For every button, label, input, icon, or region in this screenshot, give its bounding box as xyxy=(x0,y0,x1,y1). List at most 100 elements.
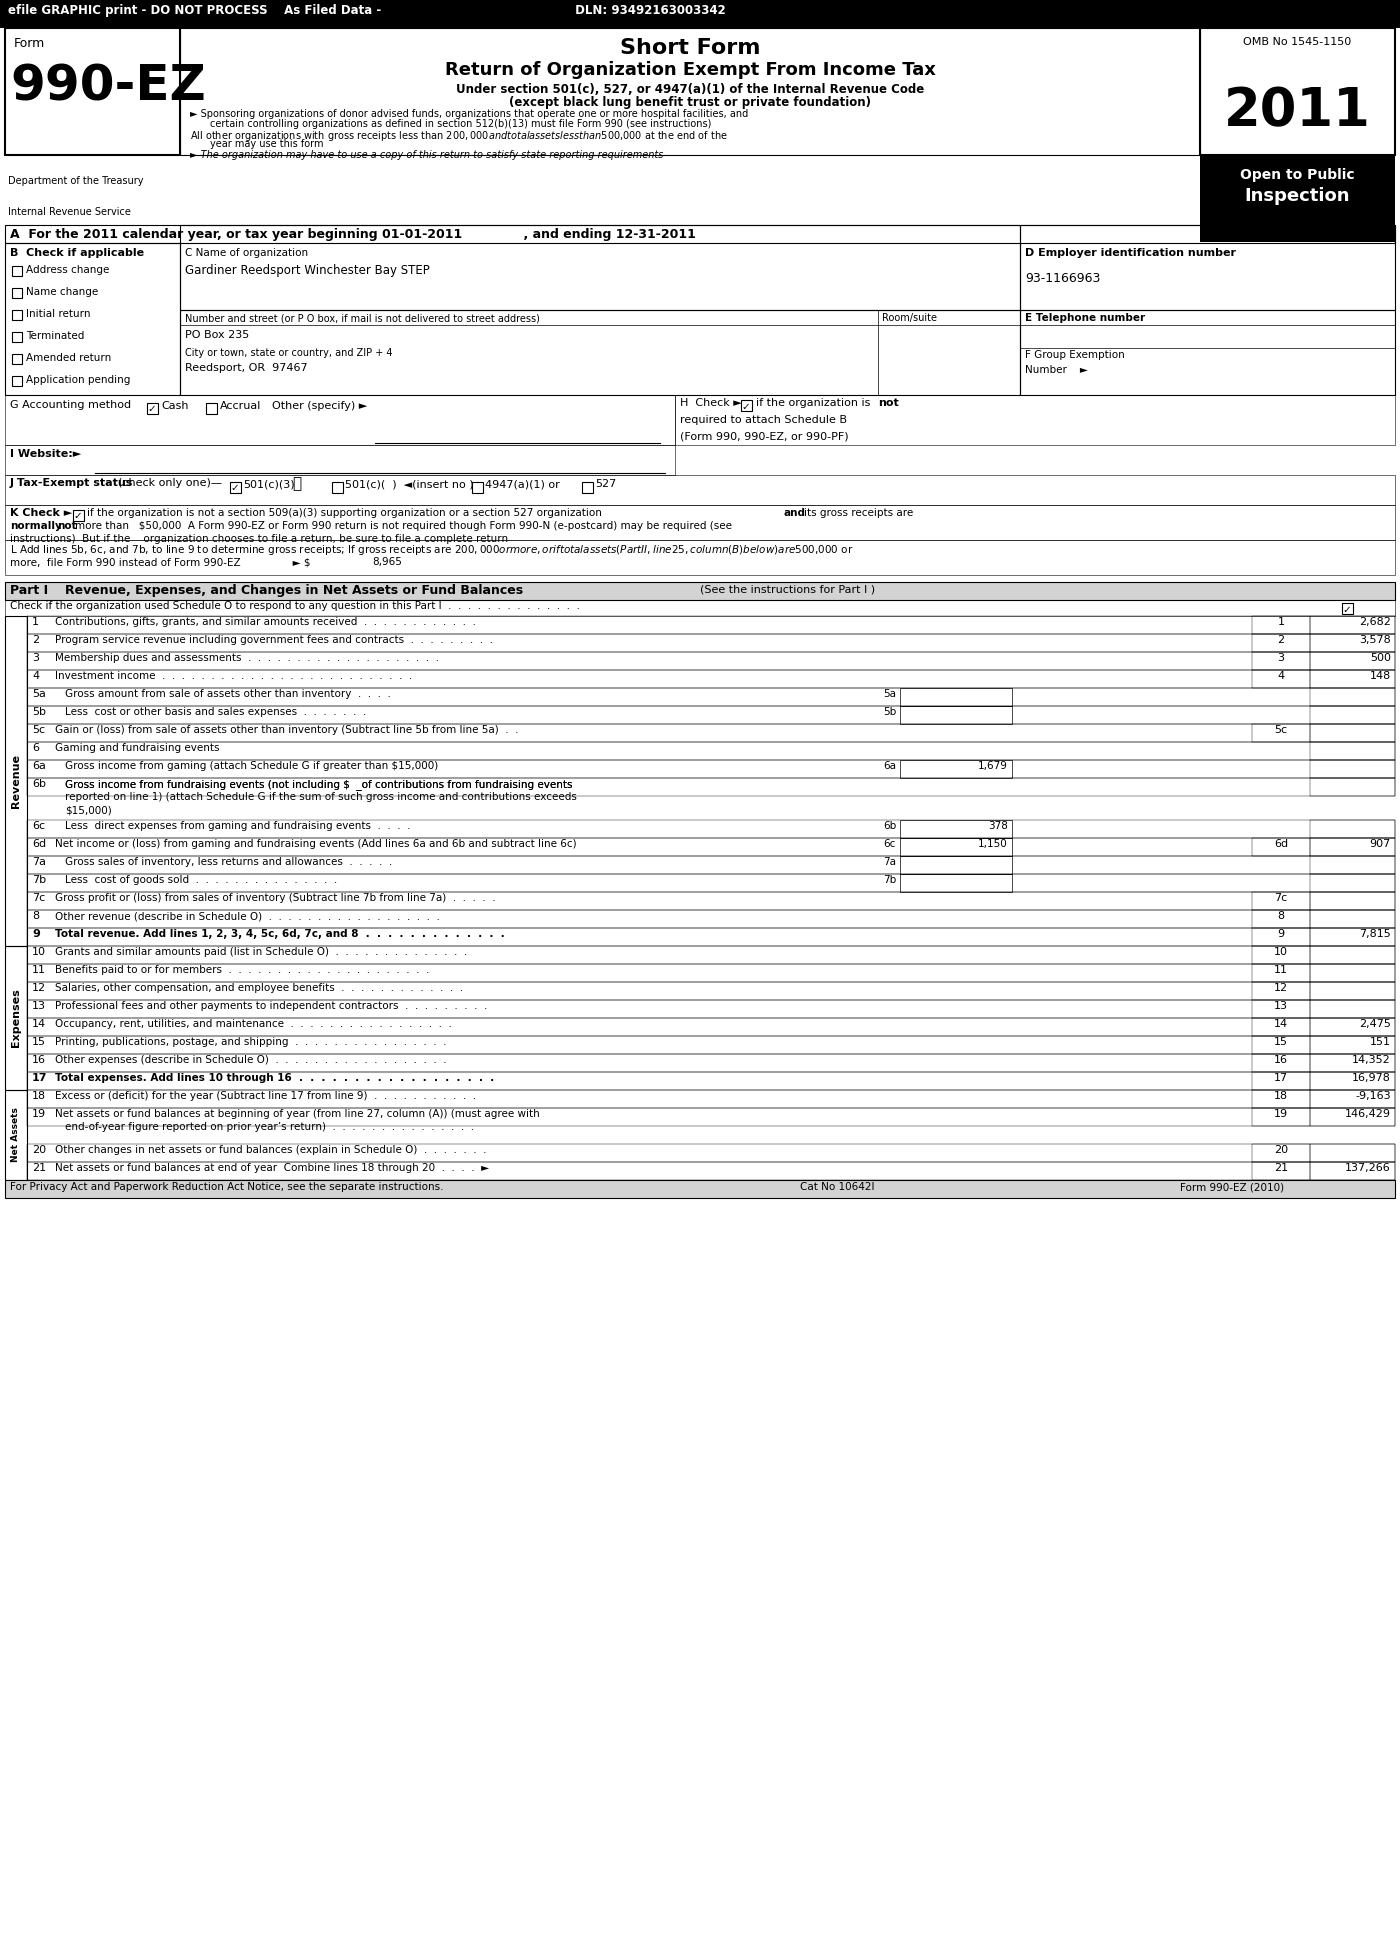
Text: 20: 20 xyxy=(1274,1146,1288,1155)
Text: Contributions, gifts, grants, and similar amounts received  .  .  .  .  .  .  . : Contributions, gifts, grants, and simila… xyxy=(55,618,476,627)
Text: 18: 18 xyxy=(32,1091,46,1101)
Text: E Telephone number: E Telephone number xyxy=(1025,313,1145,322)
Text: 21: 21 xyxy=(32,1163,46,1173)
Text: 13: 13 xyxy=(32,1000,46,1012)
Bar xyxy=(27,616,1394,633)
Text: Revenue, Expenses, and Changes in Net Assets or Fund Balances: Revenue, Expenses, and Changes in Net As… xyxy=(64,585,524,596)
Text: 8: 8 xyxy=(32,911,39,921)
Text: Less  direct expenses from gaming and fundraising events  .  .  .  .: Less direct expenses from gaming and fun… xyxy=(64,821,410,831)
Text: 2: 2 xyxy=(1277,635,1285,645)
Bar xyxy=(6,540,1394,575)
Text: 17: 17 xyxy=(1274,1074,1288,1084)
Bar xyxy=(13,287,22,297)
Bar xyxy=(0,0,1400,27)
Bar xyxy=(1310,1018,1394,1035)
Text: 4947(a)(1) or: 4947(a)(1) or xyxy=(484,480,560,489)
Bar xyxy=(1310,928,1394,946)
Text: Professional fees and other payments to independent contractors  .  .  .  .  .  : Professional fees and other payments to … xyxy=(55,1000,487,1012)
Bar xyxy=(230,482,241,493)
Bar xyxy=(6,583,1394,600)
Text: D Employer identification number: D Employer identification number xyxy=(1025,249,1236,258)
Bar xyxy=(27,1089,1394,1109)
Bar xyxy=(1310,946,1394,963)
Bar xyxy=(27,983,1394,1000)
Text: if the organization is not a section 509(a)(3) supporting organization or a sect: if the organization is not a section 509… xyxy=(87,509,602,519)
Bar xyxy=(1310,963,1394,983)
Bar xyxy=(6,476,1394,505)
Text: Cat No 10642I: Cat No 10642I xyxy=(799,1183,875,1192)
Text: 7b: 7b xyxy=(32,876,46,886)
Text: $15,000): $15,000) xyxy=(64,806,112,816)
Text: 6a: 6a xyxy=(32,761,46,771)
Text: (Form 990, 990-EZ, or 990-PF): (Form 990, 990-EZ, or 990-PF) xyxy=(680,431,848,441)
Text: more than   $50,000  A Form 990-EZ or Form 990 return is not required though For: more than $50,000 A Form 990-EZ or Form … xyxy=(76,520,732,530)
Bar xyxy=(1021,225,1394,311)
Bar xyxy=(181,27,1200,155)
Text: 1,150: 1,150 xyxy=(979,839,1008,849)
Text: C Name of organization: C Name of organization xyxy=(185,249,308,258)
Text: -9,163: -9,163 xyxy=(1355,1091,1392,1101)
Text: 18: 18 xyxy=(1274,1091,1288,1101)
Text: not: not xyxy=(57,520,77,530)
Bar xyxy=(27,742,1394,759)
Bar xyxy=(741,400,752,412)
Text: 3,578: 3,578 xyxy=(1359,635,1392,645)
Text: (See the instructions for Part I ): (See the instructions for Part I ) xyxy=(700,585,875,594)
Text: 14,352: 14,352 xyxy=(1352,1055,1392,1064)
Text: City or town, state or country, and ZIP + 4: City or town, state or country, and ZIP … xyxy=(185,348,392,357)
Bar xyxy=(900,707,1012,724)
Bar xyxy=(1310,1072,1394,1089)
Bar xyxy=(1310,1144,1394,1161)
Bar xyxy=(6,600,1394,616)
Text: Inspection: Inspection xyxy=(1245,186,1350,206)
Text: ✓: ✓ xyxy=(230,484,239,493)
Text: Open to Public: Open to Public xyxy=(1239,169,1354,183)
Bar xyxy=(1310,779,1394,796)
Text: Gross profit or (loss) from sales of inventory (Subtract line 7b from line 7a)  : Gross profit or (loss) from sales of inv… xyxy=(55,893,496,903)
Text: 12: 12 xyxy=(32,983,46,992)
Text: 5a: 5a xyxy=(883,689,896,699)
Bar xyxy=(1252,670,1310,687)
Text: Net assets or fund balances at end of year  Combine lines 18 through 20  .  .  .: Net assets or fund balances at end of ye… xyxy=(55,1163,489,1173)
Text: 148: 148 xyxy=(1369,672,1392,682)
Text: Expenses: Expenses xyxy=(11,988,21,1047)
Bar xyxy=(147,404,158,414)
Text: Number    ►: Number ► xyxy=(1025,365,1088,375)
Text: 990-EZ: 990-EZ xyxy=(10,62,206,111)
Bar xyxy=(1252,983,1310,1000)
Text: 19: 19 xyxy=(1274,1109,1288,1119)
Bar xyxy=(1310,616,1394,633)
Bar xyxy=(1252,1144,1310,1161)
Text: Application pending: Application pending xyxy=(27,375,130,385)
Text: 15: 15 xyxy=(32,1037,46,1047)
Text: 16: 16 xyxy=(32,1055,46,1064)
Text: 16,978: 16,978 xyxy=(1352,1074,1392,1084)
Bar xyxy=(1252,1161,1310,1181)
Bar xyxy=(1252,616,1310,633)
Text: 527: 527 xyxy=(595,480,616,489)
Text: end-of-year figure reported on prior year’s return)  .  .  .  .  .  .  .  .  .  : end-of-year figure reported on prior yea… xyxy=(64,1122,475,1132)
Text: 7a: 7a xyxy=(883,856,896,866)
Text: 2011: 2011 xyxy=(1224,85,1371,138)
Bar xyxy=(6,1089,27,1181)
Text: Cash: Cash xyxy=(161,400,189,412)
Bar xyxy=(472,482,483,493)
Text: Internal Revenue Service: Internal Revenue Service xyxy=(8,208,130,218)
Text: Reedsport, OR  97467: Reedsport, OR 97467 xyxy=(185,363,308,373)
Text: 9: 9 xyxy=(1277,928,1285,940)
Bar xyxy=(13,332,22,342)
Text: (except black lung benefit trust or private foundation): (except black lung benefit trust or priv… xyxy=(510,95,871,109)
Text: I Website:►: I Website:► xyxy=(10,449,81,458)
Bar xyxy=(1252,963,1310,983)
Bar xyxy=(1310,1109,1394,1126)
Text: normally: normally xyxy=(10,520,62,530)
Bar xyxy=(6,616,27,946)
Text: 3: 3 xyxy=(1277,653,1285,662)
Bar xyxy=(1252,1089,1310,1109)
Bar xyxy=(1200,27,1394,155)
Bar xyxy=(1252,891,1310,911)
Bar xyxy=(27,1072,1394,1089)
Text: Other expenses (describe in Schedule O)  .  .  .  .  .  .  .  .  .  .  .  .  .  : Other expenses (describe in Schedule O) … xyxy=(55,1055,447,1064)
Bar xyxy=(27,856,1394,874)
Text: ✓: ✓ xyxy=(73,511,81,520)
